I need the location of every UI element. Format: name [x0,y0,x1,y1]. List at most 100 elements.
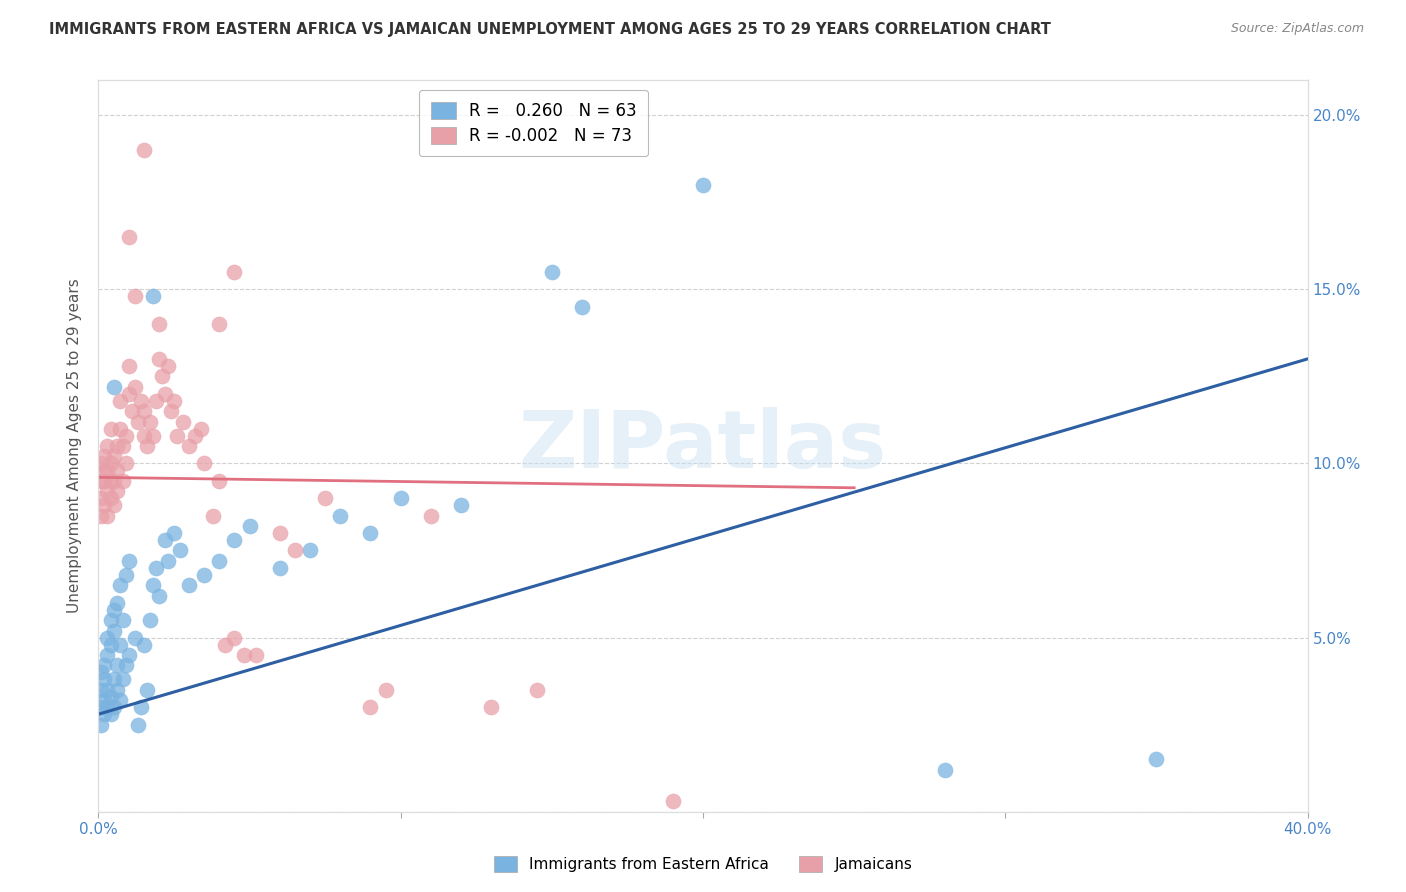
Point [420,508,443,523]
Point [374,682,396,697]
Point [166,428,188,442]
Point [108,693,131,707]
Text: IMMIGRANTS FROM EASTERN AFRICA VS JAMAICAN UNEMPLOYMENT AMONG AGES 25 TO 29 YEAR: IMMIGRANTS FROM EASTERN AFRICA VS JAMAIC… [49,22,1052,37]
Point [103,700,125,714]
Point [129,700,152,714]
Point [108,421,131,435]
Point [314,491,336,506]
Point [163,526,186,541]
Point [96,700,118,714]
Point [224,631,246,645]
Point [124,289,146,303]
Point [111,439,134,453]
Point [692,178,714,192]
Point [214,638,236,652]
Point [232,648,254,662]
Point [93,474,115,488]
Point [93,673,115,687]
Point [127,415,149,429]
Point [193,457,215,471]
Point [153,386,176,401]
Point [139,613,162,627]
Point [96,682,118,697]
Point [111,474,134,488]
Point [96,631,118,645]
Point [105,658,128,673]
Point [661,794,683,808]
Point [571,300,593,314]
Point [135,439,157,453]
Point [239,519,262,533]
Point [132,638,155,652]
Point [208,554,231,568]
Point [160,404,183,418]
Point [96,463,118,477]
Point [93,450,115,464]
Point [114,658,136,673]
Point [118,386,141,401]
Point [329,508,352,523]
Point [135,682,157,697]
Point [169,543,191,558]
Point [132,404,155,418]
Point [90,457,112,471]
Point [450,498,472,512]
Point [193,567,215,582]
Point [100,638,122,652]
Y-axis label: Unemployment Among Ages 25 to 29 years: Unemployment Among Ages 25 to 29 years [67,278,83,614]
Point [90,700,112,714]
Point [142,289,165,303]
Point [127,717,149,731]
Text: ZIPatlas: ZIPatlas [519,407,887,485]
Point [108,578,131,592]
Point [105,596,128,610]
Point [103,450,125,464]
Point [118,230,141,244]
Point [93,498,115,512]
Point [208,317,231,331]
Point [202,508,225,523]
Point [190,421,212,435]
Point [179,578,201,592]
Point [184,428,207,442]
Point [526,682,548,697]
Point [103,603,125,617]
Point [132,428,155,442]
Point [132,143,155,157]
Point [389,491,412,506]
Point [269,561,291,575]
Point [100,421,122,435]
Point [118,648,141,662]
Point [360,700,382,714]
Point [179,439,201,453]
Point [114,428,136,442]
Point [156,359,179,373]
Point [90,508,112,523]
Point [360,526,382,541]
Point [90,474,112,488]
Point [284,543,307,558]
Point [96,484,118,499]
Legend: R =   0.260   N = 63, R = -0.002   N = 73: R = 0.260 N = 63, R = -0.002 N = 73 [419,90,648,156]
Point [96,508,118,523]
Point [100,457,122,471]
Point [100,690,122,704]
Point [208,474,231,488]
Point [90,665,112,680]
Point [114,457,136,471]
Point [148,589,170,603]
Point [103,474,125,488]
Point [105,484,128,499]
Point [105,463,128,477]
Point [269,526,291,541]
Legend: Immigrants from Eastern Africa, Jamaicans: Immigrants from Eastern Africa, Jamaican… [486,848,920,880]
Point [934,763,956,777]
Point [172,415,194,429]
Point [142,578,165,592]
Point [90,717,112,731]
Point [90,491,112,506]
Point [93,463,115,477]
Point [481,700,503,714]
Point [163,393,186,408]
Point [124,631,146,645]
